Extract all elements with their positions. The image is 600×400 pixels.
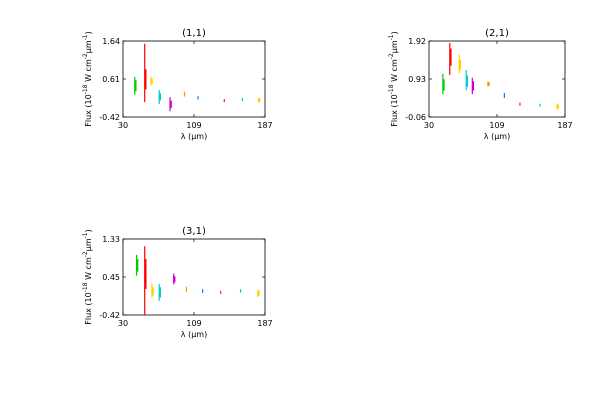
chart-panel-2: (2,1) 30 109 187 -0.06 0.93 1.92 λ (μm) Flux (10… bbox=[388, 28, 573, 141]
series-3 bbox=[150, 76, 153, 86]
series-2 bbox=[144, 246, 147, 316]
series-2 bbox=[449, 43, 452, 75]
series-5 bbox=[169, 97, 172, 112]
series-1 bbox=[134, 76, 137, 95]
x-tick-label: 187 bbox=[257, 319, 272, 328]
chart-title: (2,1) bbox=[485, 28, 509, 39]
series-2 bbox=[144, 43, 147, 103]
chart-panel-3: (3,1) 30 109 187 -0.42 0.45 1.33 λ (μm) Flux (10… bbox=[82, 226, 273, 339]
series-10 bbox=[258, 97, 261, 103]
x-axis-label: λ (μm) bbox=[484, 132, 510, 141]
y-tick-label: 1.92 bbox=[408, 37, 426, 46]
y-tick-label: 0.45 bbox=[102, 273, 120, 282]
x-tick-label: 109 bbox=[489, 121, 504, 130]
series-1 bbox=[442, 73, 445, 95]
y-axis-label: Flux (10-18 W cm-2μm-1) bbox=[82, 229, 93, 324]
series-1 bbox=[135, 254, 139, 276]
x-axis-label: λ (μm) bbox=[181, 330, 207, 339]
series-4 bbox=[158, 284, 161, 301]
series-3 bbox=[458, 54, 462, 74]
y-tick-label: -0.42 bbox=[99, 311, 120, 320]
series-10 bbox=[556, 103, 559, 110]
y-tick-label: -0.42 bbox=[99, 113, 120, 122]
y-axis-label: Flux (10-18 W cm-2μm-1) bbox=[388, 31, 399, 126]
x-axis-label: λ (μm) bbox=[181, 132, 207, 141]
y-tick-label: -0.06 bbox=[405, 113, 426, 122]
x-tick-label: 30 bbox=[118, 319, 128, 328]
chart-title: (3,1) bbox=[182, 226, 206, 237]
series-5 bbox=[173, 273, 176, 285]
x-tick-label: 109 bbox=[186, 121, 201, 130]
chart-title: (1,1) bbox=[182, 28, 206, 39]
series-10 bbox=[257, 289, 260, 298]
x-tick-label: 30 bbox=[118, 121, 128, 130]
series-4 bbox=[465, 69, 469, 91]
x-tick-label: 187 bbox=[257, 121, 272, 130]
x-tick-label: 109 bbox=[186, 319, 201, 328]
series-4 bbox=[158, 89, 161, 104]
y-axis-label: Flux (10-18 W cm-2μm-1) bbox=[82, 31, 93, 126]
series-5 bbox=[471, 77, 475, 95]
x-tick-label: 30 bbox=[424, 121, 434, 130]
y-tick-label: 1.64 bbox=[102, 37, 120, 46]
series-3 bbox=[151, 283, 154, 298]
y-tick-label: 1.33 bbox=[102, 235, 120, 244]
y-tick-label: 0.61 bbox=[102, 75, 120, 84]
series-6 bbox=[487, 81, 490, 87]
chart-panel-1: (1,1) 30 109 187 -0.42 0.61 1.64 λ (μm) Flux (10… bbox=[82, 28, 273, 141]
x-tick-label: 187 bbox=[557, 121, 572, 130]
y-tick-label: 0.93 bbox=[408, 75, 426, 84]
